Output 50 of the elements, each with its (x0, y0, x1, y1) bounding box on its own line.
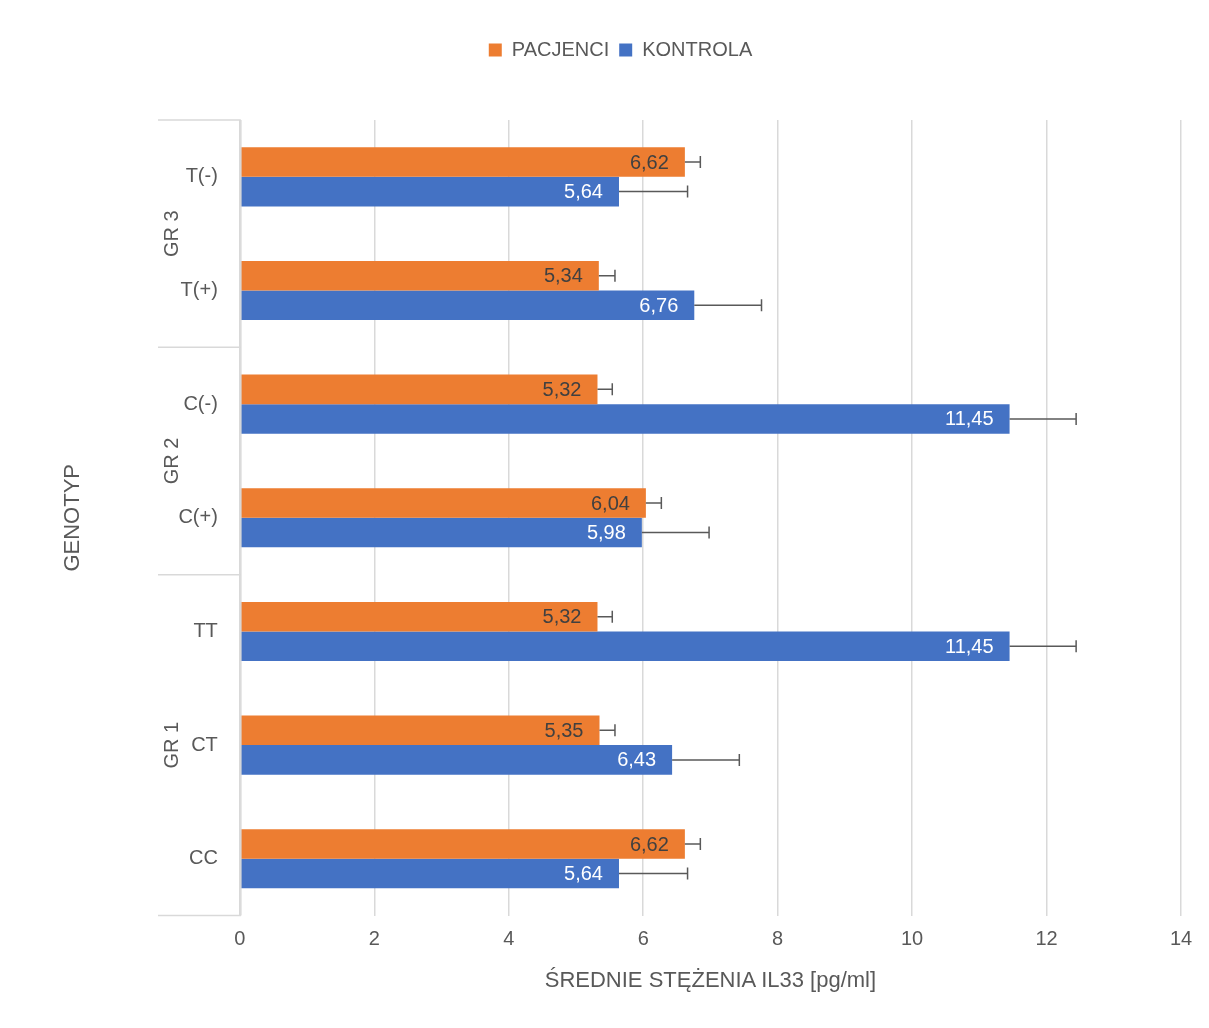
y-tick-label: TT (193, 618, 218, 641)
x-tick-label: 12 (1035, 927, 1058, 950)
text: GR 2 (159, 437, 182, 485)
legend-label: PACJENCI (511, 37, 610, 60)
y-tick-label: C(+) (178, 505, 218, 528)
bar (240, 601, 598, 632)
data-label: 5,64 (564, 180, 603, 203)
bar (240, 147, 685, 177)
x-tick-label: 14 (1169, 927, 1193, 950)
data-label: 6,04 (590, 491, 630, 514)
bar (240, 374, 598, 405)
y-axis-title: GENOTYP (59, 464, 85, 572)
bar (240, 517, 642, 548)
data-label: 5,98 (586, 521, 626, 544)
x-axis-title: ŚREDNIE STĘŻENIA IL33 [pg/ml] (544, 966, 877, 992)
data-label: 5,34 (543, 264, 583, 287)
text: GR 1 (159, 721, 182, 769)
x-tick-label: 8 (772, 927, 784, 950)
x-tick-label: 6 (637, 927, 649, 950)
data-label: 6,62 (629, 832, 669, 855)
bar (240, 176, 619, 207)
bar (240, 404, 1010, 434)
x-tick-label: 2 (368, 927, 380, 950)
data-label: 6,76 (639, 293, 679, 316)
bar (240, 858, 619, 889)
y-tick-label: T(-) (185, 164, 218, 187)
data-label: 6,43 (617, 748, 657, 771)
x-tick-label: 0 (234, 927, 246, 950)
bar (240, 631, 1010, 662)
bar (240, 290, 695, 321)
bar (240, 488, 646, 518)
x-tick-label: 10 (900, 927, 924, 950)
data-label: 5,64 (564, 862, 603, 885)
y-tick-label: C(-) (183, 391, 218, 414)
bar (240, 745, 673, 775)
y-tick-label: T(+) (180, 278, 218, 300)
data-label: 5,32 (542, 605, 582, 628)
bar (240, 715, 600, 746)
data-label: 6,62 (629, 150, 669, 173)
bar (240, 829, 685, 859)
bar (240, 260, 599, 291)
data-label: 5,35 (544, 718, 584, 741)
text: GR 3 (159, 210, 182, 257)
legend-label: KONTROLA (642, 37, 753, 60)
data-label: 11,45 (945, 634, 994, 657)
data-label: 11,45 (945, 407, 994, 430)
x-tick-label: 4 (503, 927, 515, 950)
y-tick-label: CT (191, 732, 218, 755)
y-tick-label: CC (188, 846, 218, 869)
data-label: 5,32 (542, 377, 582, 400)
